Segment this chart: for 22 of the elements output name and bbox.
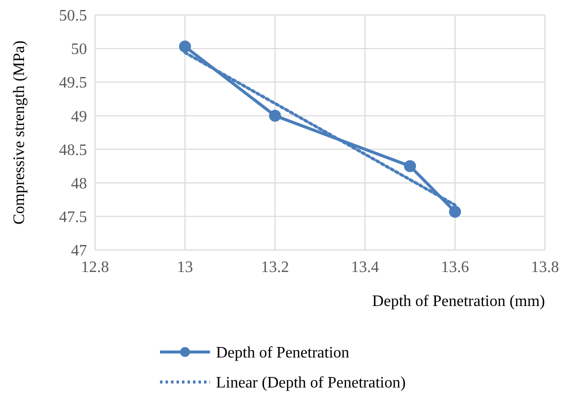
y-tick-label: 47.5 [59,209,87,226]
legend-label: Depth of Penetration [216,344,350,362]
x-tick-label: 12.8 [81,259,109,276]
y-tick-label: 47 [71,242,87,260]
x-tick-label: 13 [177,259,193,276]
x-axis-title: Depth of Penetration (mm) [372,293,545,310]
point [179,40,191,53]
y-tick-label: 48.5 [59,142,87,159]
x-tick-label: 13.4 [351,259,379,276]
y-tick-label: 50 [71,41,87,58]
point [449,206,461,218]
x-tick-label: 13.6 [441,259,469,276]
x-tick-label: 13.8 [531,259,559,276]
y-axis-title: Compressive strength (MPa) [11,40,28,224]
y-tick-label: 49.5 [59,74,87,92]
point [404,160,416,172]
legend-label: Linear (Depth of Penetration) [216,374,406,392]
y-tick-label: 49 [71,108,87,126]
y-tick-label: 48 [71,175,87,192]
point [269,110,281,122]
x-tick-label: 13.2 [261,259,289,276]
y-tick-label: 50.5 [59,8,87,25]
